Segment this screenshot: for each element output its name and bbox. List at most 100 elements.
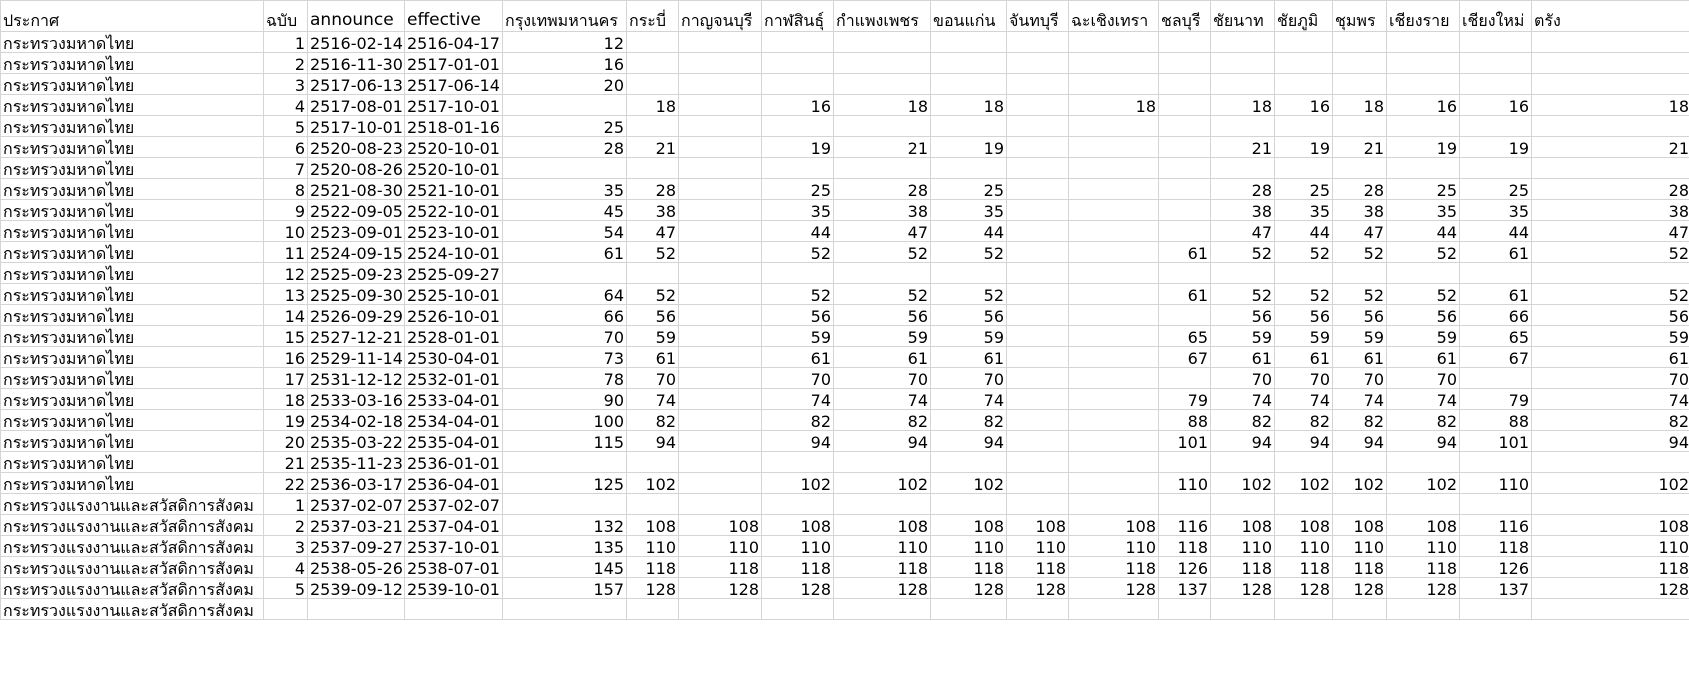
table-cell[interactable] (1158, 304, 1211, 326)
table-cell[interactable] (1332, 31, 1387, 53)
table-cell[interactable]: 78 (502, 367, 627, 389)
table-cell[interactable]: 18 (626, 94, 679, 116)
table-cell[interactable]: 108 (1332, 514, 1387, 536)
table-cell[interactable]: 2518-01-16 (404, 115, 503, 137)
table-cell[interactable] (1210, 493, 1275, 515)
table-cell[interactable]: 12 (502, 31, 627, 53)
announcement-cell[interactable]: กระทรวงแรงงานและสวัสดิการสังคม (0, 514, 264, 536)
table-cell[interactable]: 82 (1332, 409, 1387, 431)
table-cell[interactable]: 128 (930, 577, 1007, 599)
table-cell[interactable]: 94 (930, 430, 1007, 452)
announcement-cell[interactable]: กระทรวงมหาดไทย (0, 262, 264, 284)
announcement-cell[interactable]: กระทรวงมหาดไทย (0, 472, 264, 494)
table-cell[interactable] (678, 346, 762, 368)
announcement-cell[interactable]: กระทรวงแรงงานและสวัสดิการสังคม (0, 493, 264, 515)
table-cell[interactable] (1531, 493, 1689, 515)
table-cell[interactable] (1531, 73, 1689, 95)
table-cell[interactable]: 137 (1459, 577, 1532, 599)
table-cell[interactable] (1459, 157, 1532, 179)
table-cell[interactable] (761, 157, 834, 179)
table-cell[interactable]: 82 (626, 409, 679, 431)
table-cell[interactable]: 47 (833, 220, 931, 242)
table-cell[interactable] (1459, 262, 1532, 284)
table-cell[interactable]: 101 (1459, 430, 1532, 452)
table-cell[interactable] (833, 52, 931, 74)
table-cell[interactable]: 82 (1210, 409, 1275, 431)
table-cell[interactable] (678, 199, 762, 221)
table-cell[interactable] (1386, 598, 1460, 620)
table-cell[interactable]: 2533-04-01 (404, 388, 503, 410)
table-cell[interactable]: 52 (1386, 241, 1460, 263)
table-cell[interactable] (761, 598, 834, 620)
table-cell[interactable]: 2517-10-01 (307, 115, 405, 137)
table-cell[interactable] (1459, 598, 1532, 620)
table-cell[interactable]: 52 (833, 241, 931, 263)
table-cell[interactable] (930, 115, 1007, 137)
table-cell[interactable]: 28 (626, 178, 679, 200)
announcement-cell[interactable]: กระทรวงแรงงานและสวัสดิการสังคม (0, 535, 264, 557)
table-cell[interactable]: 61 (761, 346, 834, 368)
table-cell[interactable] (678, 472, 762, 494)
table-cell[interactable]: 56 (1386, 304, 1460, 326)
table-cell[interactable]: 65 (1459, 325, 1532, 347)
table-cell[interactable]: 21 (626, 136, 679, 158)
table-cell[interactable]: 4 (263, 556, 308, 578)
table-cell[interactable] (761, 73, 834, 95)
table-cell[interactable]: 59 (1210, 325, 1275, 347)
announcement-cell[interactable]: กระทรวงมหาดไทย (0, 136, 264, 158)
table-cell[interactable] (1068, 409, 1159, 431)
table-cell[interactable]: 4 (263, 94, 308, 116)
table-cell[interactable]: 2517-06-13 (307, 73, 405, 95)
table-cell[interactable]: 74 (1332, 388, 1387, 410)
table-cell[interactable]: 19 (761, 136, 834, 158)
table-cell[interactable] (1531, 52, 1689, 74)
table-cell[interactable] (1332, 157, 1387, 179)
table-cell[interactable] (1006, 73, 1069, 95)
table-cell[interactable]: 44 (930, 220, 1007, 242)
table-cell[interactable]: 5 (263, 115, 308, 137)
table-cell[interactable]: 94 (626, 430, 679, 452)
table-cell[interactable]: 74 (930, 388, 1007, 410)
table-cell[interactable]: 61 (930, 346, 1007, 368)
table-cell[interactable] (930, 52, 1007, 74)
table-cell[interactable]: 28 (1210, 178, 1275, 200)
table-cell[interactable] (930, 157, 1007, 179)
table-cell[interactable]: 52 (1386, 283, 1460, 305)
table-cell[interactable]: 11 (263, 241, 308, 263)
table-cell[interactable] (1531, 598, 1689, 620)
table-cell[interactable] (1158, 493, 1211, 515)
table-cell[interactable]: 56 (761, 304, 834, 326)
table-cell[interactable]: 100 (502, 409, 627, 431)
announcement-cell[interactable]: กระทรวงมหาดไทย (0, 451, 264, 473)
table-cell[interactable]: 35 (502, 178, 627, 200)
column-header-cell[interactable]: ชลบุรี (1158, 0, 1211, 32)
table-cell[interactable] (626, 52, 679, 74)
table-cell[interactable]: 2517-10-01 (404, 94, 503, 116)
table-cell[interactable] (1006, 178, 1069, 200)
table-cell[interactable]: 82 (1531, 409, 1689, 431)
table-cell[interactable] (678, 52, 762, 74)
table-cell[interactable] (1006, 283, 1069, 305)
table-cell[interactable]: 102 (1274, 472, 1333, 494)
table-cell[interactable]: 108 (1531, 514, 1689, 536)
table-cell[interactable]: 116 (1459, 514, 1532, 536)
table-cell[interactable] (1459, 451, 1532, 473)
table-cell[interactable]: 108 (626, 514, 679, 536)
table-cell[interactable] (263, 598, 308, 620)
table-cell[interactable] (678, 73, 762, 95)
table-cell[interactable]: 137 (1158, 577, 1211, 599)
table-cell[interactable]: 110 (761, 535, 834, 557)
table-cell[interactable]: 52 (1210, 241, 1275, 263)
table-cell[interactable] (1158, 220, 1211, 242)
table-cell[interactable]: 110 (930, 535, 1007, 557)
table-cell[interactable] (678, 325, 762, 347)
table-cell[interactable] (1006, 325, 1069, 347)
announcement-cell[interactable]: กระทรวงมหาดไทย (0, 157, 264, 179)
table-cell[interactable]: 128 (1210, 577, 1275, 599)
table-cell[interactable] (1006, 220, 1069, 242)
table-cell[interactable]: 132 (502, 514, 627, 536)
table-cell[interactable]: 79 (1158, 388, 1211, 410)
table-cell[interactable]: 35 (761, 199, 834, 221)
table-cell[interactable]: 110 (1459, 472, 1532, 494)
table-cell[interactable] (1386, 115, 1460, 137)
